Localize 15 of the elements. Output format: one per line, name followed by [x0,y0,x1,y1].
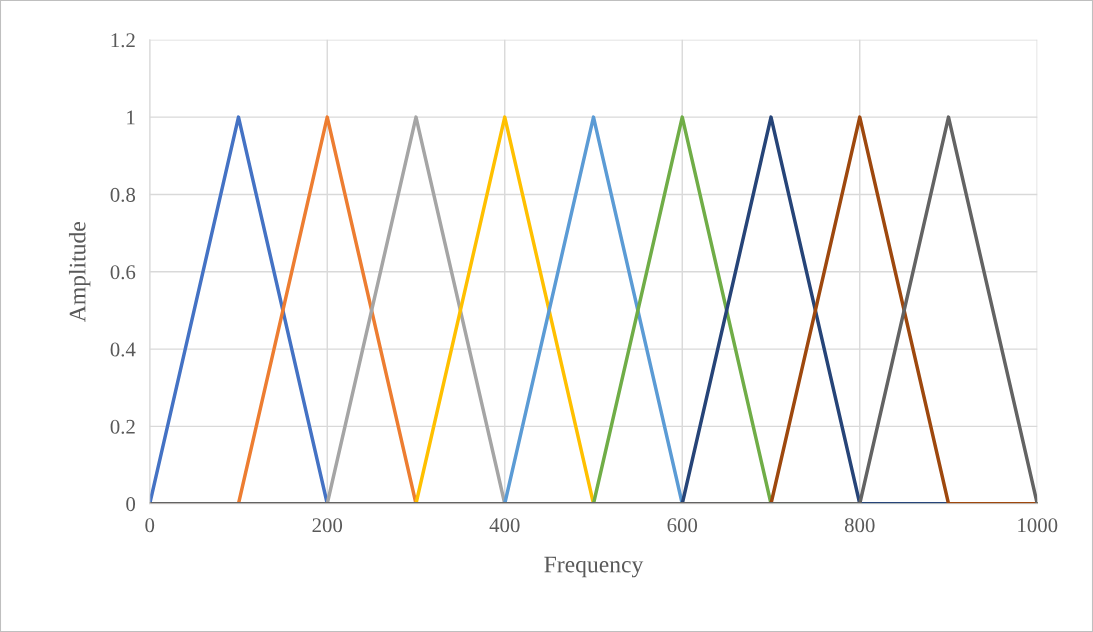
y-tick-label: 0.2 [110,419,135,434]
x-axis-title: Frequency [544,556,644,578]
x-tick-label: 600 [667,518,698,533]
x-tick-label: 1000 [1018,518,1058,533]
y-axis-title: Amplitude [68,222,91,323]
x-tick-label: 400 [489,518,520,533]
y-tick-label: 0 [126,497,136,512]
y-tick-label: 1 [127,110,135,125]
y-tick-label: 0.8 [110,187,136,202]
x-tick-label: 800 [844,518,875,533]
y-tick-label: 0.4 [110,342,136,357]
y-tick-label: 1.2 [111,33,135,48]
x-tick-label: 200 [312,518,343,533]
y-tick-label: 0.6 [110,265,136,280]
x-tick-label: 0 [145,518,155,533]
